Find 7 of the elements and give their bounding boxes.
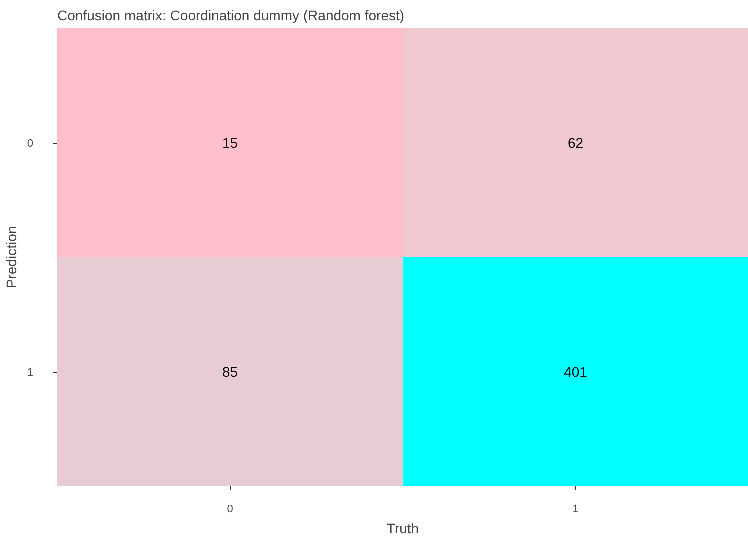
y-axis-title: Prediction (3, 226, 20, 289)
data-label: 62 (568, 135, 584, 151)
data-label: 15 (222, 135, 238, 151)
chart-title: Confusion matrix: Coordination dummy (Random forest) (58, 8, 405, 24)
data-label: 401 (564, 364, 588, 380)
x-axis-title: Truth (386, 520, 420, 536)
data-label: 85 (222, 364, 238, 380)
